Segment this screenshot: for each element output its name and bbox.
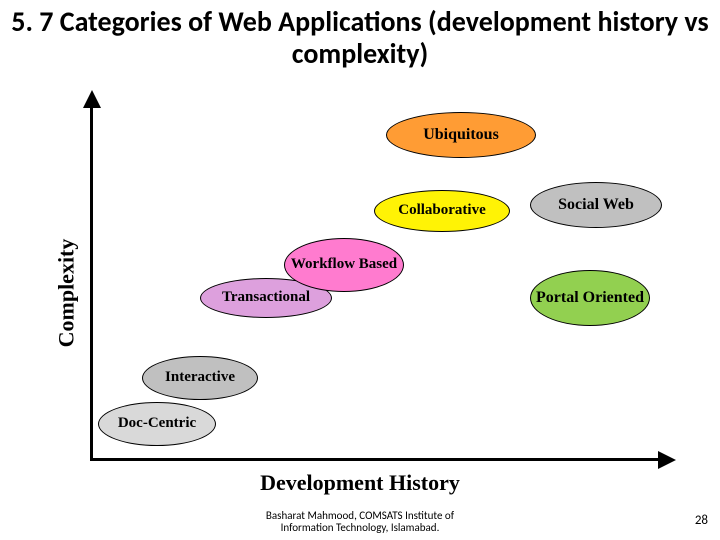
y-axis-label: Complexity — [53, 239, 79, 348]
bubble-social-web: Social Web — [530, 182, 662, 228]
page-title: 5. 7 Categories of Web Applications (dev… — [0, 0, 720, 70]
footer-line2: Information Technology, Islamabad. — [281, 521, 440, 534]
page-number: 28 — [695, 513, 708, 528]
x-axis — [90, 458, 660, 461]
chart-area: Complexity Development History Doc-Centr… — [40, 100, 680, 480]
y-axis-arrow — [83, 90, 101, 108]
bubble-interactive: Interactive — [142, 356, 258, 400]
footer-line1: Basharat Mahmood, COMSATS Institute of — [266, 509, 454, 522]
x-axis-label: Development History — [40, 470, 680, 496]
bubble-collaborative: Collaborative — [374, 190, 510, 232]
footer-author: Basharat Mahmood, COMSATS Institute of I… — [0, 510, 720, 534]
y-axis — [90, 100, 93, 460]
bubble-ubiquitous: Ubiquitous — [386, 112, 536, 158]
bubble-portal: Portal Oriented — [530, 270, 650, 326]
bubble-doc-centric: Doc-Centric — [98, 402, 216, 446]
x-axis-arrow — [658, 451, 676, 469]
bubble-workflow: Workflow Based — [284, 238, 404, 292]
